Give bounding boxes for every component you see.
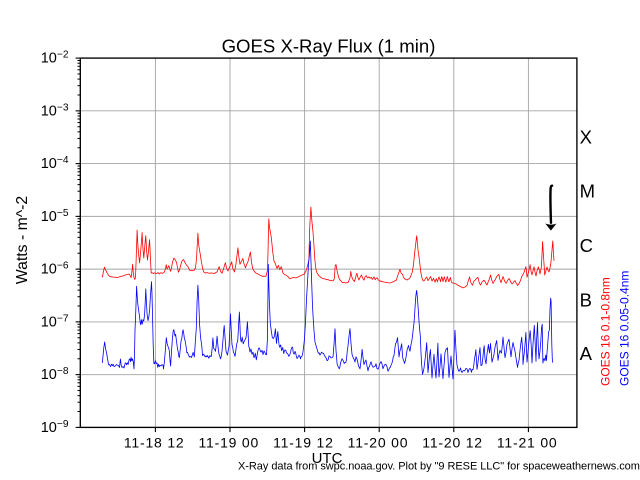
svg-text:B: B [580,290,592,311]
svg-text:11-21 00: 11-21 00 [497,435,558,451]
svg-text:X-Ray data from swpc.noaa.gov.: X-Ray data from swpc.noaa.gov. Plot by "… [238,460,640,472]
svg-text:10−5: 10−5 [41,208,69,225]
svg-text:GOES 16 0.05-0.4nm: GOES 16 0.05-0.4nm [617,271,631,386]
svg-text:11-20 12: 11-20 12 [422,435,483,451]
svg-text:GOES 16 0.1-0.8nm: GOES 16 0.1-0.8nm [598,277,612,386]
svg-text:10−4: 10−4 [41,155,69,172]
svg-text:11-20 00: 11-20 00 [348,435,409,451]
svg-text:11-19 12: 11-19 12 [273,435,334,451]
svg-text:X: X [580,127,592,148]
svg-text:GOES X-Ray Flux (1 min): GOES X-Ray Flux (1 min) [222,36,436,57]
svg-text:10−6: 10−6 [41,261,69,278]
svg-text:10−8: 10−8 [41,366,69,383]
svg-text:M: M [580,181,595,202]
svg-text:10−2: 10−2 [41,50,69,67]
svg-text:A: A [580,343,593,364]
svg-text:10−7: 10−7 [41,313,69,330]
svg-text:C: C [580,235,593,256]
svg-text:11-19 00: 11-19 00 [198,435,259,451]
svg-text:10−3: 10−3 [41,102,69,119]
svg-text:Watts - m^-2: Watts - m^-2 [14,196,31,284]
svg-text:UTC: UTC [312,450,343,467]
svg-text:10−9: 10−9 [41,419,69,436]
svg-text:11-18 12: 11-18 12 [124,435,185,451]
